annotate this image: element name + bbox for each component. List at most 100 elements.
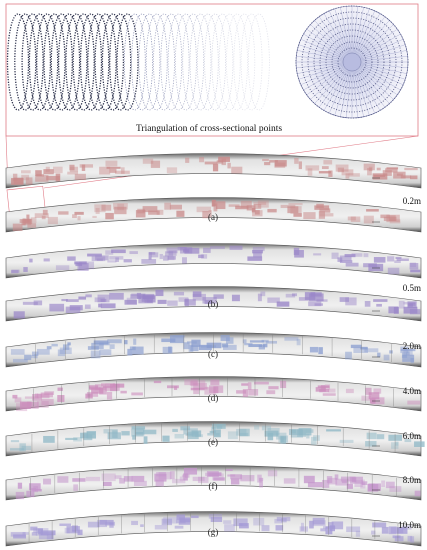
disc-spoke [306,66,346,96]
section-ring [43,13,66,111]
section-ring [233,13,256,111]
deviation-patch [69,305,83,311]
deviation-patch [40,392,53,398]
deviation-patch [257,200,269,208]
deviation-patch [11,178,24,185]
deviation-patch [61,298,68,302]
deviation-patch [123,259,132,263]
deviation-patch [166,247,178,254]
deviation-patch [13,311,25,319]
deviation-patch [391,442,399,449]
deviation-patch [208,513,222,519]
deviation-patch [117,203,125,211]
deviation-patch [204,161,218,165]
deviation-patch [41,215,46,220]
scale-label: 6.0m [402,431,421,441]
deviation-patch [322,479,330,488]
deviation-patch [241,383,249,386]
deviation-patch [123,340,128,345]
deviation-patch [91,342,104,350]
deviation-patch [192,476,205,482]
deviation-patch [14,397,22,403]
deviation-patch [67,256,76,261]
deviation-patch [55,265,70,271]
deviation-patch [12,394,18,399]
deviation-patch [35,175,49,182]
deviation-patch [161,338,176,343]
disc-spoke [329,69,349,114]
deviation-patch [257,474,262,483]
deviation-patch [107,432,121,440]
deviation-patch [252,246,265,252]
deviation-patch [381,480,386,488]
deviation-patch [21,170,31,174]
deviation-patch [293,213,302,217]
deviation-patch [363,215,374,224]
disc-spoke [358,65,401,91]
deviation-patch [210,517,223,522]
deviation-patch [79,164,94,168]
section-ring [204,13,227,111]
deviation-patch [340,476,356,482]
deviation-patch [262,343,268,348]
deviation-patch [257,293,262,302]
deviation-patch [319,208,331,213]
deviation-patch [162,435,170,442]
deviation-patch [10,270,19,274]
deviation-patch [254,425,260,430]
deviation-patch [133,480,147,486]
deviation-patch [341,169,354,176]
deviation-patch [233,518,248,527]
section-ring [247,13,270,111]
deviation-patch [345,297,357,306]
deviation-patch [153,380,162,384]
deviation-patch [131,426,146,430]
disc-spoke [340,69,351,117]
deviation-patch [113,203,128,210]
deviation-patch [383,216,397,222]
deviation-patch [55,173,61,182]
deviation-patch [59,523,71,526]
deviation-patch [339,297,349,302]
deviation-patch [196,206,211,213]
scale-label: 0.2m [402,196,421,206]
tunnel-panels [5,153,425,547]
deviation-patch [190,345,199,352]
deviation-patch [337,167,345,173]
deviation-patch [21,445,32,451]
deviation-patch [274,162,286,168]
deviation-patch [380,214,390,219]
deviation-patch [129,346,136,351]
deviation-patch [157,299,167,304]
deviation-patch [77,529,83,536]
section-ring [145,13,168,111]
panel-caption: (c) [208,349,218,359]
deviation-patch [134,428,145,436]
deviation-patch [184,474,190,478]
deviation-patch [371,530,376,535]
deviation-patch [78,296,87,300]
deviation-patch [403,349,413,356]
deviation-patch [225,468,233,472]
deviation-patch [19,401,31,409]
deviation-patch [398,300,405,309]
disc-spoke [359,50,407,61]
deviation-patch [97,294,110,303]
deviation-patch [347,216,356,221]
deviation-patch [148,210,160,215]
deviation-patch [387,256,395,262]
inset-title: Triangulation of cross-sectional points [135,124,283,134]
deviation-patch [163,255,169,261]
deviation-patch [367,484,379,492]
deviation-patch [67,171,79,175]
deviation-patch [307,482,323,488]
deviation-patch [368,263,384,272]
deviation-patch [198,344,212,351]
deviation-patch [389,486,402,492]
deviation-patch [28,483,41,491]
deviation-patch [321,166,329,170]
deviation-patch [309,293,324,302]
deviation-patch [132,435,136,440]
deviation-patch [94,297,105,303]
deviation-patch [235,205,249,210]
